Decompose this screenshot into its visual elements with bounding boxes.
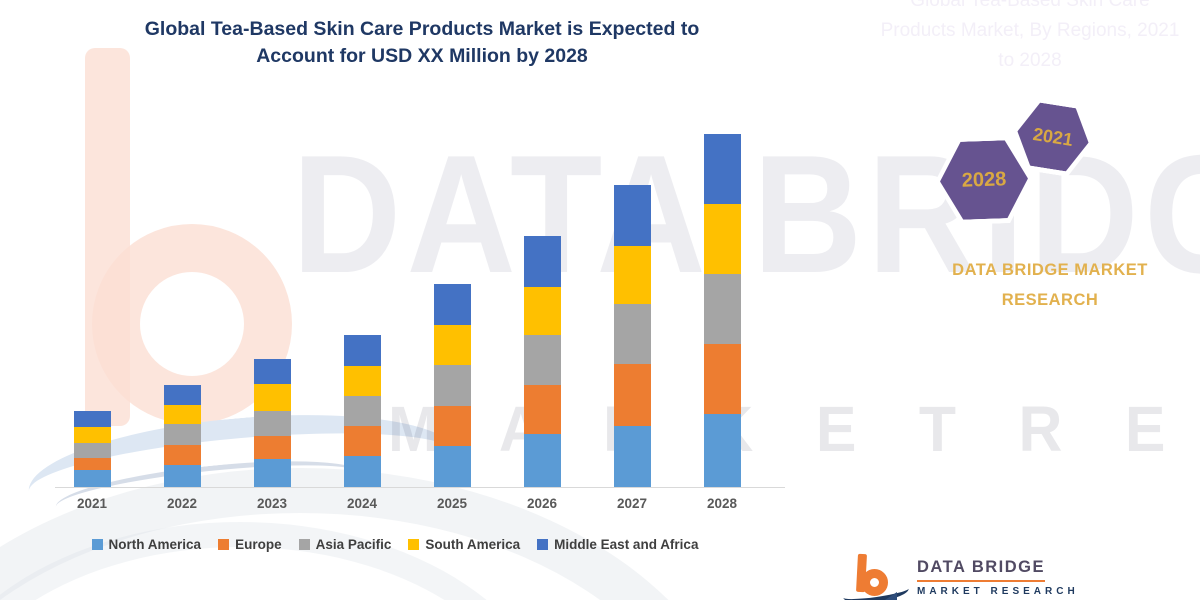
- x-axis-label-2026: 2026: [526, 496, 558, 511]
- x-axis-label-2023: 2023: [256, 496, 288, 511]
- bar-segment-2025-south-america: [434, 325, 471, 365]
- bar-segment-2026-europe: [524, 385, 561, 434]
- bar-segment-2027-europe: [614, 364, 651, 426]
- bar-segment-2028-middle-east-and-africa: [704, 134, 741, 204]
- footer-logo-b-bowl-icon: [861, 569, 888, 596]
- x-axis-label-2022: 2022: [166, 496, 198, 511]
- bar-segment-2023-middle-east-and-africa: [254, 359, 291, 384]
- footer-logo: DATA BRIDGE MARKET RESEARCH: [842, 552, 1085, 600]
- bar-segment-2024-south-america: [344, 366, 381, 396]
- footer-logo-text: DATA BRIDGE MARKET RESEARCH: [917, 558, 1079, 597]
- chart-title: Global Tea-Based Skin Care Products Mark…: [60, 16, 784, 70]
- bar-segment-2024-north-america: [344, 456, 381, 487]
- bar-segment-2022-middle-east-and-africa: [164, 385, 201, 405]
- bar-segment-2023-europe: [254, 436, 291, 459]
- bar-segment-2021-middle-east-and-africa: [74, 411, 111, 427]
- legend-item-middle-east-and-africa: Middle East and Africa: [537, 537, 698, 552]
- legend-label-asia-pacific: Asia Pacific: [315, 537, 392, 552]
- bar-segment-2027-asia-pacific: [614, 304, 651, 364]
- bar-segment-2022-south-america: [164, 405, 201, 424]
- bar-segment-2025-asia-pacific: [434, 365, 471, 406]
- bar-segment-2021-europe: [74, 458, 111, 470]
- x-axis-label-2025: 2025: [436, 496, 468, 511]
- legend-item-north-america: North America: [91, 537, 202, 552]
- x-axis-label-2028: 2028: [706, 496, 738, 511]
- panel-heading: Global Tea-Based Skin Care Products Mark…: [880, 0, 1180, 71]
- legend-swatch-south-america: [408, 539, 420, 550]
- bar-segment-2021-asia-pacific: [74, 443, 111, 458]
- legend-label-north-america: North America: [108, 537, 202, 552]
- bar-segment-2024-europe: [344, 426, 381, 456]
- legend-label-europe: Europe: [235, 537, 282, 552]
- legend-swatch-middle-east-and-africa: [537, 539, 549, 550]
- bar-segment-2028-europe: [704, 344, 741, 414]
- legend-label-south-america: South America: [425, 537, 521, 552]
- bar-2022: [164, 385, 201, 487]
- legend-swatch-europe: [218, 539, 230, 550]
- chart-title-text: Global Tea-Based Skin Care Products Mark…: [144, 18, 700, 67]
- bar-2027: [614, 185, 651, 487]
- bar-segment-2022-asia-pacific: [164, 424, 201, 445]
- bar-2021: [74, 411, 111, 487]
- bar-segment-2028-north-america: [704, 414, 741, 487]
- bar-segment-2024-middle-east-and-africa: [344, 335, 381, 366]
- hexagon-2021-label: 2021: [1031, 123, 1075, 150]
- x-axis-label-2024: 2024: [346, 496, 378, 511]
- bar-segment-2028-asia-pacific: [704, 274, 741, 344]
- bar-segment-2026-asia-pacific: [524, 335, 561, 385]
- x-axis-label-2021: 2021: [76, 496, 108, 511]
- legend-label-middle-east-and-africa: Middle East and Africa: [554, 537, 699, 552]
- bar-2028: [704, 134, 741, 487]
- legend-item-europe: Europe: [218, 537, 282, 552]
- bar-segment-2026-north-america: [524, 434, 561, 487]
- bar-segment-2027-middle-east-and-africa: [614, 185, 651, 246]
- bar-segment-2023-north-america: [254, 459, 291, 487]
- legend-item-asia-pacific: Asia Pacific: [298, 537, 392, 552]
- bar-segment-2025-north-america: [434, 446, 471, 487]
- bar-segment-2021-south-america: [74, 427, 111, 443]
- bar-2025: [434, 284, 471, 487]
- bar-segment-2028-south-america: [704, 204, 741, 274]
- footer-logo-subtitle: MARKET RESEARCH: [917, 586, 1079, 597]
- legend-swatch-asia-pacific: [298, 539, 310, 550]
- bar-segment-2024-asia-pacific: [344, 396, 381, 426]
- bar-2023: [254, 359, 291, 487]
- legend-swatch-north-america: [91, 539, 103, 550]
- bar-segment-2025-middle-east-and-africa: [434, 284, 471, 325]
- legend-item-south-america: South America: [408, 537, 520, 552]
- bar-2026: [524, 236, 561, 487]
- brand-name-text: DATA BRIDGE MARKET RESEARCH: [952, 261, 1148, 309]
- plot-area: 2021 2022 2023 2024 2025 2026 2027 2028: [55, 100, 785, 511]
- bar-segment-2022-north-america: [164, 465, 201, 487]
- bar-segment-2021-north-america: [74, 470, 111, 487]
- bar-2024: [344, 335, 381, 487]
- x-axis-line: [55, 487, 785, 488]
- legend: North America Europe Asia Pacific South Ame…: [30, 537, 760, 552]
- bar-segment-2025-europe: [434, 406, 471, 446]
- bar-segment-2027-south-america: [614, 246, 651, 304]
- footer-logo-name: DATA BRIDGE: [917, 558, 1046, 582]
- hexagon-2021: 2021: [1007, 94, 1100, 180]
- bar-segment-2023-south-america: [254, 384, 291, 411]
- bar-segment-2026-south-america: [524, 287, 561, 335]
- bar-segment-2027-north-america: [614, 426, 651, 487]
- bar-segment-2026-middle-east-and-africa: [524, 236, 561, 287]
- bar-segment-2022-europe: [164, 445, 201, 465]
- x-axis-label-2027: 2027: [616, 496, 648, 511]
- bar-segment-2023-asia-pacific: [254, 411, 291, 436]
